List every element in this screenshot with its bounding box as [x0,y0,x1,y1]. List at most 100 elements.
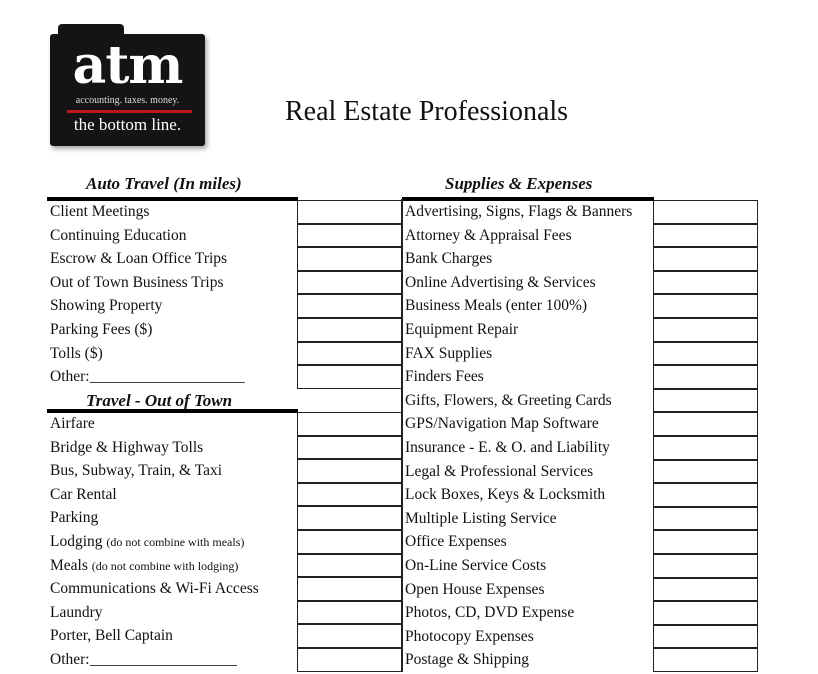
amount-entry-box[interactable] [653,554,758,578]
item-label: Client Meetings [50,203,150,220]
item-label: Other:___________________ [50,651,237,668]
logo-red-rule [67,110,192,113]
amount-entry-box[interactable] [297,600,402,625]
travel-out-of-town-rule [47,409,298,413]
item-label: Meals [50,556,88,574]
travel-out-of-town-item: Car Rental [50,483,117,507]
item-label: Tolls ($) [50,344,103,362]
supplies-expenses-item: Legal & Professional Services [405,460,593,484]
logo-folder-body: atm accounting. taxes. money. the bottom… [50,34,205,146]
item-label: Finders Fees [405,368,484,386]
amount-entry-box[interactable] [297,435,402,460]
supplies-expenses-item: Attorney & Appraisal Fees [405,224,572,248]
supplies-expenses-item: Photocopy Expenses [405,625,534,649]
amount-entry-box[interactable] [653,388,758,413]
supplies-expenses-item: Advertising, Signs, Flags & Banners [405,200,632,224]
item-label: Bank Charges [405,250,493,268]
amount-entry-box[interactable] [297,247,402,271]
item-label: Parking [50,509,99,527]
amount-entry-box[interactable] [297,577,402,601]
supplies-expenses-heading: Supplies & Expenses [445,174,593,193]
travel-out-of-town-heading: Travel - Out of Town [86,391,233,410]
amount-entry-box[interactable] [297,648,402,672]
amount-entry-box[interactable] [297,412,402,436]
amount-entry-box[interactable] [297,365,402,389]
amount-entry-box[interactable] [653,270,758,295]
amount-entry-box[interactable] [297,482,402,507]
auto-travel-item: Other:____________________ [50,365,245,389]
travel-out-of-town-item: Communications & Wi-Fi Access [50,577,259,601]
amount-entry-box[interactable] [653,577,758,602]
page-title: Real Estate Professionals [285,96,569,127]
item-label: Attorney & Appraisal Fees [405,226,572,244]
supplies-expenses-item: Multiple Listing Service [405,507,557,531]
amount-entry-box[interactable] [653,318,758,342]
supplies-expenses-item: Business Meals (enter 100%) [405,294,587,318]
amount-entry-box[interactable] [297,200,402,224]
logo-slogan: the bottom line. [73,115,182,134]
item-label: Advertising, Signs, Flags & Banners [405,203,633,220]
item-label: Porter, Bell Captain [50,627,173,645]
travel-out-of-town-item: Laundry [50,601,103,625]
amount-entry-box[interactable] [653,412,758,436]
amount-entry-box[interactable] [653,200,758,224]
amount-entry-box[interactable] [653,601,758,625]
amount-entry-box[interactable] [297,553,402,578]
item-note: (do not combine with lodging) [91,558,239,573]
auto-travel-rule [47,197,298,201]
auto-travel-item: Continuing Education [50,224,186,248]
auto-travel-item: Out of Town Business Trips [50,271,223,295]
item-label: Postage & Shipping [405,651,530,669]
item-label: Legal & Professional Services [405,462,594,480]
supplies-expenses-item: Equipment Repair [405,318,518,342]
amount-entry-box[interactable] [297,223,402,248]
supplies-expenses-item: Bank Charges [405,247,492,271]
item-label: Photos, CD, DVD Expense [405,604,575,622]
amount-entry-box[interactable] [297,318,402,342]
supplies-expenses-item: Insurance - E. & O. and Liability [405,436,610,460]
amount-entry-box[interactable] [653,530,758,554]
amount-entry-box[interactable] [653,624,758,649]
amount-entry-box[interactable] [653,648,758,672]
item-label: Office Expenses [405,533,507,551]
item-label: Lock Boxes, Keys & Locksmith [405,486,606,504]
item-label: Communications & Wi-Fi Access [50,580,259,598]
item-label: Insurance - E. & O. and Liability [405,439,610,456]
amount-entry-box[interactable] [297,459,402,483]
supplies-expenses-item: Photos, CD, DVD Expense [405,601,574,625]
amount-entry-box[interactable] [297,530,402,554]
supplies-expenses-item: Online Advertising & Services [405,271,596,295]
auto-travel-item: Showing Property [50,294,162,318]
amount-entry-box[interactable] [297,294,402,318]
amount-entry-box[interactable] [653,294,758,318]
item-label: Out of Town Business Trips [50,273,224,291]
amount-entry-box[interactable] [653,247,758,271]
item-label: Escrow & Loan Office Trips [50,250,228,268]
amount-entry-box[interactable] [653,506,758,531]
auto-travel-item: Parking Fees ($) [50,318,152,342]
travel-out-of-town-item: Parking [50,506,98,530]
supplies-expenses-item: FAX Supplies [405,342,492,366]
item-label: Continuing Education [50,226,187,244]
amount-entry-box[interactable] [297,506,402,530]
amount-entry-box[interactable] [653,436,758,460]
amount-entry-box[interactable] [653,459,758,484]
item-label: Photocopy Expenses [405,627,534,645]
item-label: Gifts, Flowers, & Greeting Cards [405,391,612,409]
amount-entry-box[interactable] [297,341,402,366]
amount-entry-box[interactable] [653,365,758,389]
travel-out-of-town-item: Bus, Subway, Train, & Taxi [50,459,222,483]
amount-entry-box[interactable] [653,483,758,507]
item-label: GPS/Navigation Map Software [405,415,599,433]
supplies-expenses-item: Office Expenses [405,530,507,554]
supplies-left-border [401,199,403,672]
item-label: On-Line Service Costs [405,557,547,574]
amount-entry-box[interactable] [297,624,402,648]
amount-entry-box[interactable] [653,223,758,248]
item-label: Airfare [50,415,95,432]
supplies-expenses-item: Postage & Shipping [405,648,529,672]
atm-logo: atm accounting. taxes. money. the bottom… [50,24,205,146]
item-label: Equipment Repair [405,321,519,338]
amount-entry-box[interactable] [297,270,402,295]
amount-entry-box[interactable] [653,341,758,366]
